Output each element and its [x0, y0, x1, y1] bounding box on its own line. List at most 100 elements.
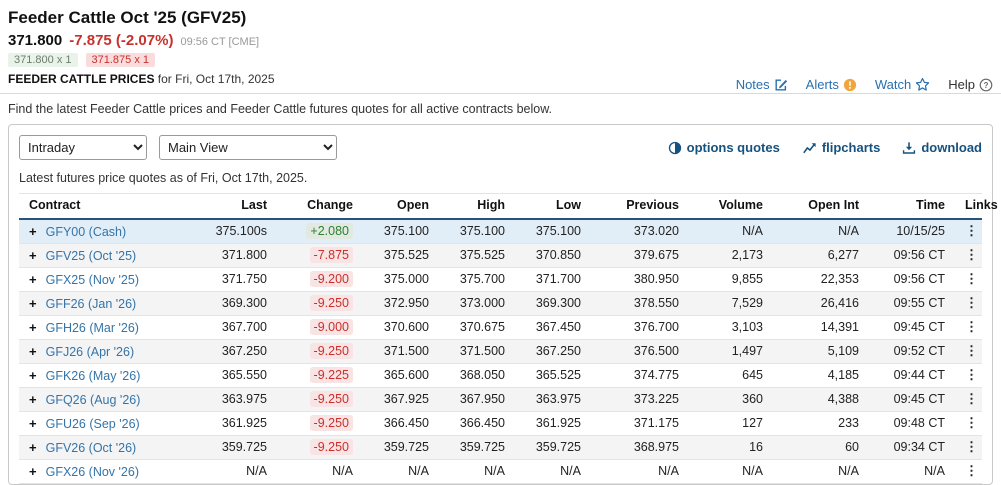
alerts-link-label: Alerts — [805, 77, 839, 92]
previous-cell: 380.950 — [591, 267, 689, 292]
change-cell: -9.250 — [277, 387, 363, 412]
download-button[interactable]: download — [902, 140, 982, 155]
notes-link[interactable]: Notes — [736, 77, 788, 92]
row-menu-icon[interactable]: ⋮ — [965, 295, 978, 310]
quick-links: Notes Alerts — [736, 77, 993, 92]
last-cell: 361.925 — [195, 411, 277, 436]
quotes-table-body: + GFY00 (Cash) 375.100s +2.080 375.100 375.10… — [19, 219, 982, 484]
row-menu-icon[interactable]: ⋮ — [965, 247, 978, 262]
table-row: + GFF26 (Jan '26) 369.300 -9.250 372.950 373.… — [19, 291, 982, 316]
expand-row-icon[interactable]: + — [29, 463, 37, 479]
row-menu-icon[interactable]: ⋮ — [965, 343, 978, 358]
help-link[interactable]: Help ? — [948, 77, 993, 92]
high-cell: N/A — [439, 459, 515, 484]
expand-row-icon[interactable]: + — [29, 271, 37, 287]
watch-link[interactable]: Watch — [875, 77, 930, 92]
header-divider — [0, 93, 1001, 94]
open-interest-cell: 5,109 — [773, 339, 869, 364]
column-header-links: Links — [955, 193, 998, 220]
quotes-panel: Intraday Main View options quotes — [8, 124, 998, 485]
column-header-high: High — [439, 193, 515, 220]
previous-cell: 376.500 — [591, 339, 689, 364]
contract-link[interactable]: GFU26 (Sep '26) — [45, 416, 140, 431]
time-cell: 09:44 CT — [869, 363, 955, 388]
contract-link[interactable]: GFK26 (May '26) — [45, 368, 141, 383]
expand-row-icon[interactable]: + — [29, 415, 37, 431]
expand-row-icon[interactable]: + — [29, 223, 37, 239]
low-cell: 367.250 — [515, 339, 591, 364]
row-menu-icon[interactable]: ⋮ — [965, 439, 978, 454]
open-cell: N/A — [363, 459, 439, 484]
links-cell: ⋮ — [955, 459, 982, 484]
row-menu-icon[interactable]: ⋮ — [965, 319, 978, 334]
flipcharts-button[interactable]: flipcharts — [802, 140, 880, 155]
time-cell: 09:45 CT — [869, 387, 955, 412]
column-header-low: Low — [515, 193, 591, 220]
row-menu-icon[interactable]: ⋮ — [965, 415, 978, 430]
expand-row-icon[interactable]: + — [29, 439, 37, 455]
open-interest-cell: 26,416 — [773, 291, 869, 316]
expand-row-icon[interactable]: + — [29, 247, 37, 263]
change-cell: N/A — [277, 459, 363, 484]
open-cell: 366.450 — [363, 411, 439, 436]
low-cell: 371.700 — [515, 267, 591, 292]
open-cell: 370.600 — [363, 315, 439, 340]
expand-row-icon[interactable]: + — [29, 343, 37, 359]
row-menu-icon[interactable]: ⋮ — [965, 463, 978, 478]
low-cell: 359.725 — [515, 435, 591, 460]
row-menu-icon[interactable]: ⋮ — [965, 367, 978, 382]
symbol-header: Feeder Cattle Oct '25 (GFV25) 371.800 -7… — [0, 8, 1001, 94]
time-cell: 09:55 CT — [869, 291, 955, 316]
contract-link[interactable]: GFH26 (Mar '26) — [45, 320, 139, 335]
contract-cell: + GFK26 (May '26) — [19, 363, 195, 388]
table-header-row: Contract Last Change Open High Low Previous Vol… — [19, 193, 998, 220]
contract-link[interactable]: GFY00 (Cash) — [45, 224, 127, 239]
prices-heading-label: FEEDER CATTLE PRICES — [8, 72, 155, 86]
volume-cell: 3,103 — [689, 315, 773, 340]
volume-cell: 16 — [689, 435, 773, 460]
last-cell: 359.725 — [195, 435, 277, 460]
low-cell: 365.525 — [515, 363, 591, 388]
previous-cell: 376.700 — [591, 315, 689, 340]
expand-row-icon[interactable]: + — [29, 367, 37, 383]
timeframe-select[interactable]: Intraday — [19, 135, 147, 160]
page-title: Feeder Cattle Oct '25 (GFV25) — [8, 8, 247, 27]
row-menu-icon[interactable]: ⋮ — [965, 391, 978, 406]
contract-link[interactable]: GFQ26 (Aug '26) — [45, 392, 141, 407]
notes-icon — [774, 78, 788, 92]
time-cell: 09:45 CT — [869, 315, 955, 340]
contract-link[interactable]: GFJ26 (Apr '26) — [45, 344, 135, 359]
time-cell: N/A — [869, 459, 955, 484]
row-menu-icon[interactable]: ⋮ — [965, 223, 978, 238]
contract-cell: + GFY00 (Cash) — [19, 219, 195, 244]
change-cell: +2.080 — [277, 219, 363, 244]
expand-row-icon[interactable]: + — [29, 391, 37, 407]
futures-quotes-table: Contract Last Change Open High Low Previous Vol… — [19, 193, 998, 484]
options-quotes-button[interactable]: options quotes — [668, 140, 780, 155]
open-cell: 372.950 — [363, 291, 439, 316]
open-interest-cell: 6,277 — [773, 243, 869, 268]
contract-link[interactable]: GFV26 (Oct '26) — [45, 440, 137, 455]
change-value: -9.225 — [309, 367, 353, 383]
alerts-link[interactable]: Alerts — [806, 77, 857, 92]
price-change: -7.875 (-2.07%) — [69, 32, 174, 49]
time-cell: 09:56 CT — [869, 243, 955, 268]
links-cell: ⋮ — [955, 339, 982, 364]
row-menu-icon[interactable]: ⋮ — [965, 271, 978, 286]
expand-row-icon[interactable]: + — [29, 295, 37, 311]
expand-row-icon[interactable]: + — [29, 319, 37, 335]
contract-link[interactable]: GFV25 (Oct '25) — [45, 248, 137, 263]
change-value: -9.250 — [309, 415, 353, 431]
volume-cell: N/A — [689, 219, 773, 244]
change-cell: -9.225 — [277, 363, 363, 388]
svg-text:?: ? — [984, 80, 989, 89]
links-cell: ⋮ — [955, 219, 982, 244]
open-interest-cell: 22,353 — [773, 267, 869, 292]
view-select[interactable]: Main View — [159, 135, 337, 160]
bid-size: 371.800 x 1 — [8, 53, 78, 67]
high-cell: 368.050 — [439, 363, 515, 388]
contract-cell: + GFU26 (Sep '26) — [19, 411, 195, 436]
contract-link[interactable]: GFX26 (Nov '26) — [45, 464, 139, 479]
contract-link[interactable]: GFF26 (Jan '26) — [45, 296, 137, 311]
contract-link[interactable]: GFX25 (Nov '25) — [45, 272, 139, 287]
